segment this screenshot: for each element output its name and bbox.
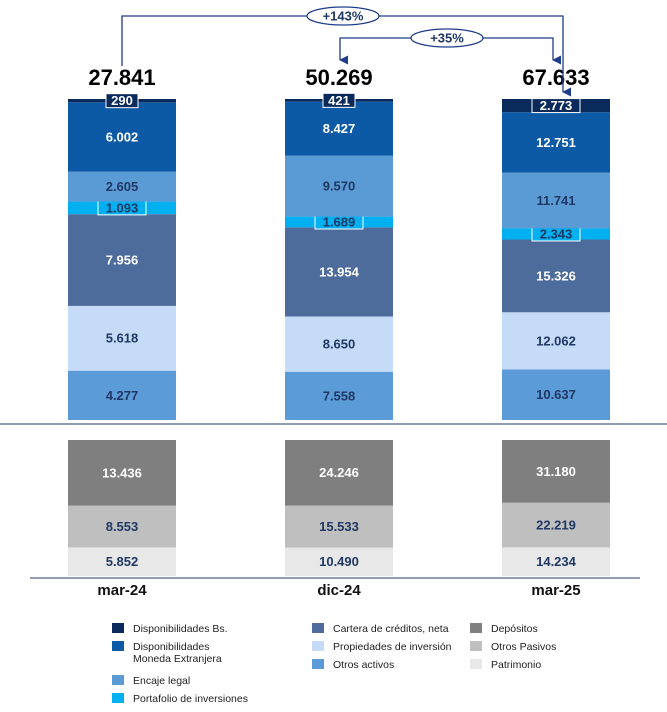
bar-segment [285,505,393,548]
legend-label: Patrimonio [491,659,541,671]
value-label: 4.277 [106,388,139,403]
legend-label: Cartera de créditos, neta [333,623,449,635]
annotation-bubble [410,28,484,48]
value-label: 15.326 [536,268,576,283]
value-label: 13.436 [102,465,142,480]
bar-segment [285,371,393,420]
x-tick-label: dic-24 [317,582,361,599]
value-label: 290 [111,93,133,108]
bar-segment [502,502,610,548]
legend-swatch [112,693,124,703]
value-label: 1.093 [106,200,139,215]
value-label: 12.751 [536,135,576,150]
annotation-label: +35% [430,30,464,45]
legend-swatch [312,623,324,633]
value-label: 8.650 [323,337,356,352]
bar-segment [502,440,610,503]
value-label: 31.180 [536,464,576,479]
bar-segment [68,214,176,306]
value-label: 22.219 [536,517,576,532]
bar-segment [502,172,610,229]
value-label: 7.956 [106,252,139,267]
legend-swatch [470,641,482,651]
total-label: 67.633 [522,65,589,90]
x-tick-label: mar-25 [531,582,580,599]
legend-swatch [470,659,482,669]
annotation-bubble [306,6,380,26]
value-label: 2.343 [540,226,573,241]
value-label: 15.533 [319,519,359,534]
bar-segment [285,316,393,372]
legend-label: Portafolio de inversiones [133,693,248,705]
x-tick-label: mar-24 [97,582,147,599]
value-label: 5.618 [106,331,139,346]
legend-label: Disponibilidades Bs. [133,623,228,635]
value-label: 2.605 [106,179,139,194]
value-label: 9.570 [323,178,356,193]
bar-segment [502,312,610,370]
bar-segment [285,227,393,317]
legend-label: Otros activos [333,659,394,671]
legend-label: Otros Pasivos [491,641,556,653]
legend-line: Disponibilidades [133,641,209,653]
legend-label: Propiedades de inversión [333,641,452,653]
value-label: 10.490 [319,554,359,569]
value-label: 2.773 [540,98,573,113]
bar-segment [68,370,176,420]
legend-swatch [112,623,124,633]
value-label: 12.062 [536,333,576,348]
label-box [531,98,581,114]
legend-swatch [312,641,324,651]
bar-segment [285,155,393,217]
bar-segment [502,369,610,420]
value-label: 8.553 [106,519,139,534]
legend-label: Disponibilidades Moneda Extranjera [133,641,222,665]
legend-swatch [112,675,124,685]
value-label: 14.234 [536,554,577,569]
legend-line: Moneda Extranjera [133,653,222,665]
value-label: 13.954 [319,264,360,279]
bar-segment [68,505,176,548]
value-label: 24.246 [319,465,359,480]
bar-segment [68,171,176,202]
bar-segment [68,547,176,576]
label-box [105,93,139,109]
value-label: 1.689 [323,214,356,229]
value-label: 421 [328,93,350,108]
bar-segment [68,305,176,371]
total-label: 50.269 [305,65,372,90]
legend-label: Depósitos [491,623,538,635]
legend-swatch [470,623,482,633]
bar-segment [285,101,393,156]
legend-label: Encaje legal [133,675,190,687]
legend-swatch [112,641,124,651]
value-label: 5.852 [106,554,139,569]
bar-segment [502,547,610,576]
bar-segment [502,112,610,173]
value-label: 11.741 [536,193,575,208]
bar-segment [285,440,393,506]
bar-segment [68,102,176,172]
value-label: 6.002 [106,129,139,144]
bar-segment [285,547,393,576]
value-label: 7.558 [323,388,356,403]
value-label: 8.427 [323,121,356,136]
bar-segment [68,440,176,506]
bar-segment [502,239,610,313]
annotation-label: +143% [323,8,364,23]
label-box [322,92,356,108]
value-label: 10.637 [536,387,576,402]
legend-swatch [312,659,324,669]
total-label: 27.841 [88,65,155,90]
